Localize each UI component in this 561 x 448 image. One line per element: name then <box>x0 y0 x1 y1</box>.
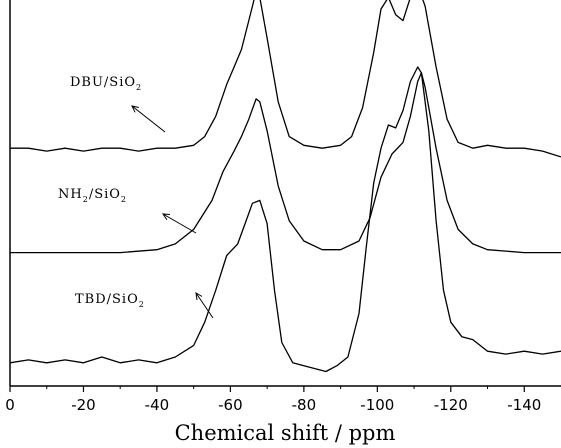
x-tick-label: -60 <box>218 396 243 414</box>
series-label-0: DBU/SiO2 <box>70 75 142 92</box>
annotation-arrow-head <box>131 105 139 113</box>
series-label-1: NH2/SiO2 <box>58 187 127 204</box>
x-axis-ticks: 0 -20 -40 -60 -80 -100 -120 -140 <box>5 386 541 414</box>
series-label-subscript2: 2 <box>121 195 127 204</box>
series-label-main: TBD/SiO <box>75 292 139 307</box>
x-tick-label: -140 <box>507 396 541 414</box>
annotation-arrow-head <box>195 292 203 300</box>
series-label-2: TBD/SiO2 <box>75 292 145 309</box>
x-tick-label: -20 <box>71 396 96 414</box>
series-label-subscript: 2 <box>83 195 89 204</box>
x-tick-label: -100 <box>360 396 394 414</box>
series-line-0 <box>10 0 561 158</box>
plot-frame <box>9 0 561 387</box>
annotation-arrow-line <box>195 292 214 319</box>
annotation-arrow-line <box>162 213 197 234</box>
series-line-1 <box>10 72 561 254</box>
series-line-2 <box>9 66 561 373</box>
x-tick-label: -80 <box>292 396 317 414</box>
annotation-arrow-head <box>162 213 171 221</box>
x-tick-label: -40 <box>145 396 170 414</box>
series-label-main: DBU/SiO <box>70 75 136 90</box>
x-tick-label: -120 <box>434 396 468 414</box>
x-axis-title: Chemical shift / ppm <box>175 421 396 445</box>
series-lines <box>9 0 561 373</box>
series-label-main: NH <box>58 187 83 202</box>
x-tick-label: 0 <box>5 396 15 414</box>
series-label-main2: /SiO <box>89 187 121 202</box>
series-label-subscript: 2 <box>136 83 142 92</box>
series-label-subscript: 2 <box>139 300 145 309</box>
annotation-arrow-line <box>131 105 166 133</box>
